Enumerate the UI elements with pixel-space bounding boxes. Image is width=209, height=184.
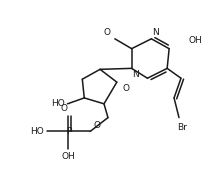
Text: HO: HO — [30, 127, 44, 136]
Text: Br: Br — [177, 123, 187, 132]
Text: HO: HO — [51, 99, 65, 108]
Text: OH: OH — [62, 152, 75, 161]
Text: O: O — [104, 28, 111, 37]
Text: O: O — [93, 121, 100, 130]
Text: O: O — [123, 84, 130, 93]
Text: P: P — [66, 127, 71, 136]
Text: N: N — [152, 28, 159, 37]
Text: O: O — [60, 104, 68, 113]
Text: OH: OH — [189, 36, 203, 45]
Text: N: N — [133, 70, 139, 79]
